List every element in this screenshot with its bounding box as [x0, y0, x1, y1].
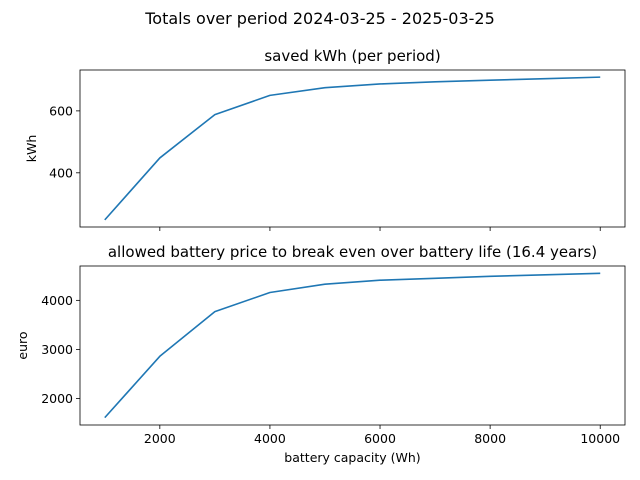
plot-title-1: allowed battery price to break even over…	[108, 243, 597, 261]
y-tick-label-1-1: 3000	[41, 342, 73, 357]
y-tick-label-0-0: 400	[49, 165, 73, 180]
x-tick-label-1-0: 2000	[144, 431, 176, 446]
plot-saved-kwh: saved kWh (per period) 400 600 kWh	[24, 47, 626, 231]
data-line-0	[104, 76, 601, 221]
data-line-1	[104, 272, 601, 419]
x-tick-label-1-4: 10000	[580, 431, 620, 446]
plot-frame-0	[79, 69, 626, 228]
x-tick-label-1-1: 4000	[254, 431, 286, 446]
plot-frame-1	[79, 265, 626, 426]
y-tick-label-0-1: 600	[49, 103, 73, 118]
x-tick-label-1-2: 6000	[364, 431, 396, 446]
plot-break-even-price: allowed battery price to break even over…	[15, 243, 626, 465]
plot-title-0: saved kWh (per period)	[264, 47, 440, 65]
x-axis-label-1: battery capacity (Wh)	[284, 450, 420, 465]
y-tick-label-1-0: 2000	[41, 391, 73, 406]
x-tick-label-1-3: 8000	[474, 431, 506, 446]
y-axis-label-1: euro	[15, 331, 30, 359]
y-axis-label-0: kWh	[24, 135, 39, 163]
figure-suptitle: Totals over period 2024-03-25 - 2025-03-…	[144, 9, 495, 28]
y-tick-label-1-2: 4000	[41, 293, 73, 308]
